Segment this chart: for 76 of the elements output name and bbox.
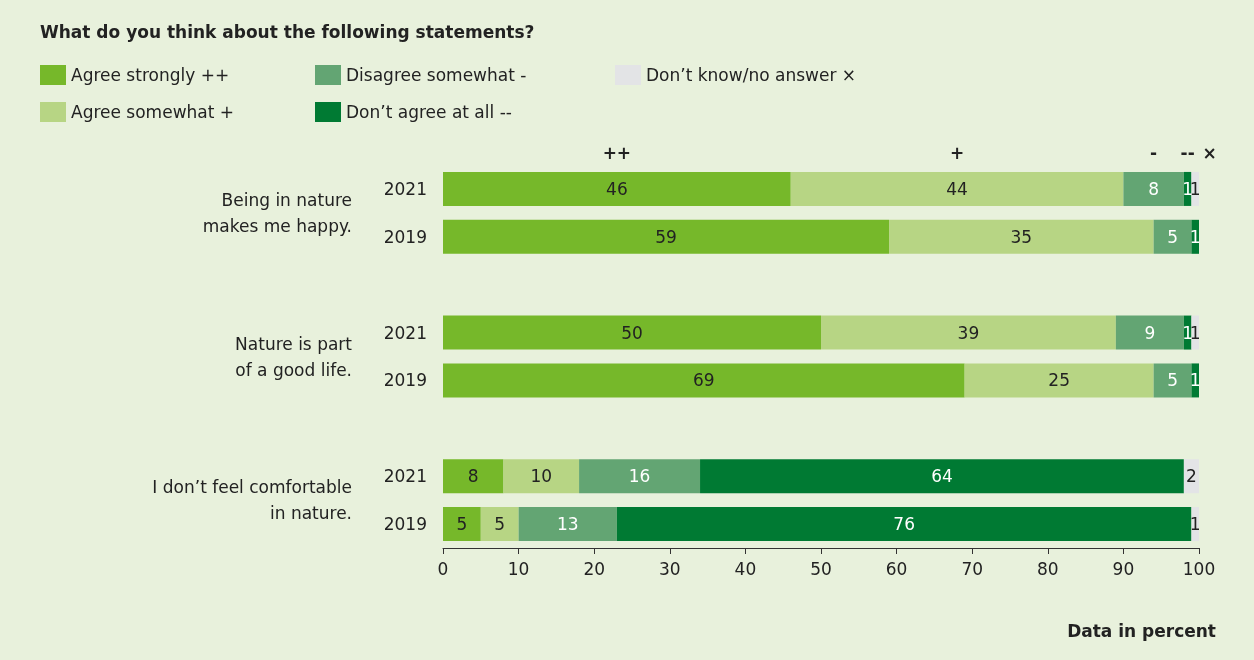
bar xyxy=(821,315,1116,350)
x-tick-label: 30 xyxy=(658,558,681,579)
legend-label: Agree strongly ++ xyxy=(71,65,230,85)
x-axis-title: Data in percent xyxy=(1067,620,1217,641)
data-label: 35 xyxy=(1010,226,1033,247)
text: + xyxy=(949,143,965,164)
legend-label: Disagree somewhat - xyxy=(346,65,527,85)
data-label: 5 xyxy=(494,514,506,535)
data-label: 59 xyxy=(655,226,677,247)
legend-label: Agree somewhat + xyxy=(71,102,235,122)
bar xyxy=(616,507,1192,542)
y-tick-label: 2021 xyxy=(383,466,427,487)
bar xyxy=(443,459,504,494)
text: What do you think about the following statements? xyxy=(40,21,535,42)
bar xyxy=(518,507,617,542)
text: -- xyxy=(1180,143,1195,164)
y-tick-label: 2019 xyxy=(383,514,427,535)
data-label: 5 xyxy=(1167,226,1178,247)
x-tick-label: 90 xyxy=(1112,558,1135,579)
data-label: 44 xyxy=(946,178,968,199)
bar xyxy=(1153,219,1192,254)
data-label: 46 xyxy=(606,178,628,199)
text: - xyxy=(1150,143,1158,164)
x-tick-label: 50 xyxy=(810,558,832,579)
text: ++ xyxy=(602,143,632,164)
x-tick-label: 0 xyxy=(437,558,449,579)
bar xyxy=(443,171,791,206)
x-tick-label: 100 xyxy=(1182,558,1216,579)
bar xyxy=(790,171,1124,206)
text: Being in nature makes me happy. xyxy=(202,189,352,236)
data-label: 64 xyxy=(931,466,953,487)
bar xyxy=(443,507,481,542)
bar xyxy=(1115,315,1184,350)
bar xyxy=(1153,363,1192,398)
bar xyxy=(889,219,1154,254)
data-label: 8 xyxy=(467,466,479,487)
x-tick-label: 10 xyxy=(507,558,530,579)
data-label: 69 xyxy=(693,370,715,391)
data-label: 1 xyxy=(1189,370,1201,391)
x-tick-label: 60 xyxy=(885,558,908,579)
text: Nature is part of a good life. xyxy=(235,333,353,380)
data-label: 2 xyxy=(1186,466,1197,487)
y-tick-label: 2019 xyxy=(383,370,427,391)
data-label: 10 xyxy=(530,466,553,487)
data-label: 5 xyxy=(1167,370,1178,391)
data-label: 25 xyxy=(1048,370,1070,391)
x-tick-label: 20 xyxy=(583,558,606,579)
data-label: 16 xyxy=(628,466,651,487)
legend-label: Don’t agree at all -- xyxy=(346,102,512,122)
bar xyxy=(443,315,821,350)
y-tick-label: 2019 xyxy=(383,226,427,247)
bar xyxy=(1123,171,1184,206)
y-tick-label: 2021 xyxy=(383,322,427,343)
data-label: 9 xyxy=(1144,322,1156,343)
x-tick-label: 80 xyxy=(1036,558,1059,579)
bar xyxy=(443,219,890,254)
data-label: 39 xyxy=(957,322,980,343)
bar xyxy=(579,459,701,494)
x-tick-label: 70 xyxy=(961,558,984,579)
data-label: 1 xyxy=(1189,514,1201,535)
x-tick-label: 40 xyxy=(734,558,757,579)
bar xyxy=(503,459,580,494)
bar xyxy=(700,459,1184,494)
data-label: 50 xyxy=(621,322,643,343)
text: I don’t feel comfortable in nature. xyxy=(152,477,352,524)
y-tick-label: 2021 xyxy=(383,178,427,199)
text: × xyxy=(1202,143,1217,164)
bar xyxy=(480,507,519,542)
data-label: 5 xyxy=(456,514,468,535)
bar xyxy=(964,363,1154,398)
data-label: 1 xyxy=(1189,226,1201,247)
legend-label: Don’t know/no answer × xyxy=(646,65,857,85)
bar xyxy=(443,363,965,398)
data-label: 76 xyxy=(893,514,915,535)
data-label: 8 xyxy=(1148,178,1160,199)
data-label: 13 xyxy=(556,514,579,535)
